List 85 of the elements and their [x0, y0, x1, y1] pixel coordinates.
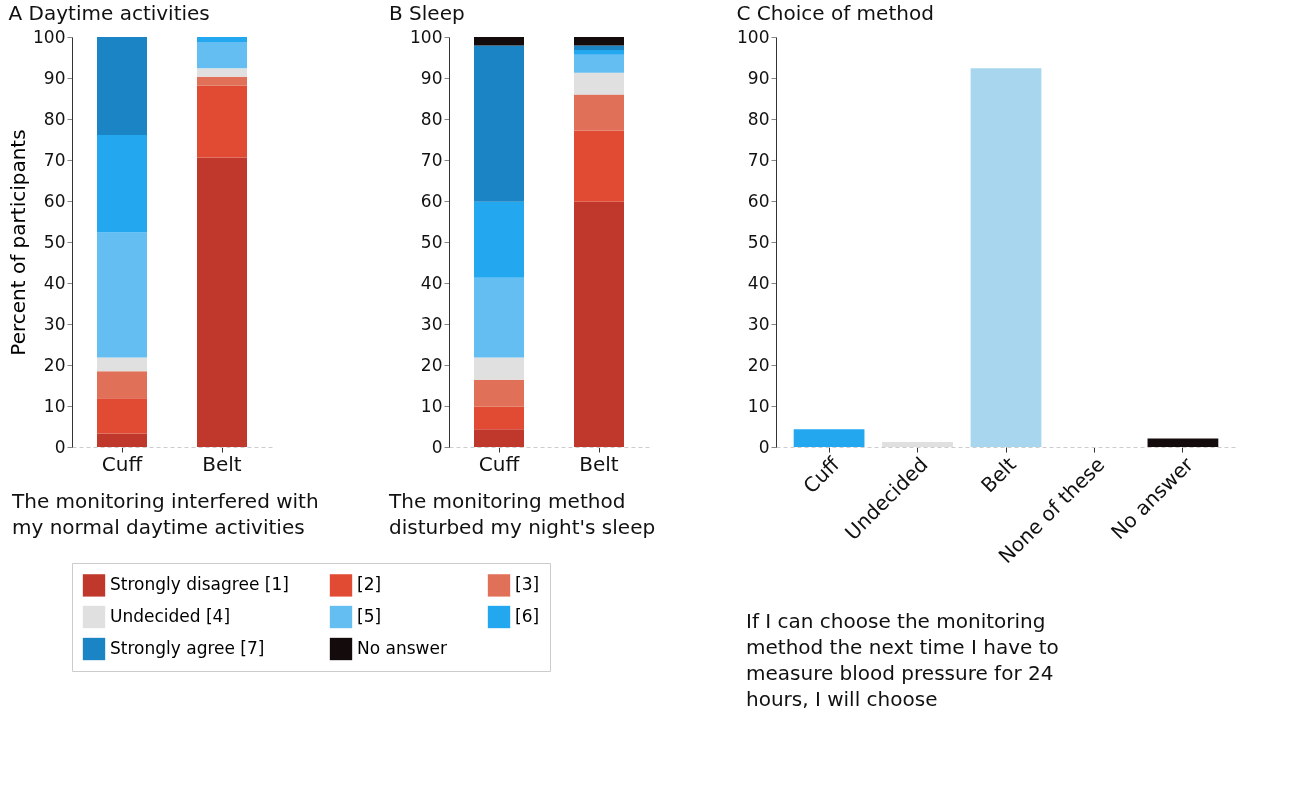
legend-label: Strongly disagree [1]: [110, 574, 289, 595]
text: If I can choose the monitoring method the next time I have to measure blood pressure for 24 hours, I will choose: [746, 609, 1059, 711]
bar: [574, 130, 624, 202]
bar: [197, 41, 247, 69]
y-tick-label: 50: [420, 231, 443, 252]
x-tick-label: Belt: [202, 451, 242, 476]
bar: [474, 429, 524, 447]
y-tick-label: 90: [420, 67, 443, 88]
x-tick-label: Cuff: [101, 451, 144, 476]
chart-title: C Choice of method: [736, 1, 934, 25]
bar: [97, 134, 147, 233]
y-tick-label: 20: [747, 354, 770, 375]
bar: [97, 371, 147, 399]
y-tick-label: 10: [747, 395, 770, 416]
bar: [97, 357, 147, 372]
x-tick-label: Cuff: [478, 451, 521, 476]
y-tick-label: 70: [43, 149, 66, 170]
y-tick-label: 100: [410, 26, 443, 47]
y-tick-label: 90: [747, 67, 770, 88]
bar: [197, 37, 247, 42]
bar: [574, 50, 624, 55]
y-tick-label: 20: [420, 354, 443, 375]
y-tick-label: 0: [758, 436, 770, 457]
y-tick-label: 10: [43, 395, 66, 416]
bar: [97, 232, 147, 358]
bar: [474, 379, 524, 407]
legend-label: [5]: [357, 606, 382, 626]
bar: [1147, 438, 1219, 447]
bar: [574, 201, 624, 447]
bar: [474, 45, 524, 202]
bar: [474, 357, 524, 380]
y-tick-label: 20: [43, 354, 66, 375]
text: The monitoring interfered with my normal daytime activities: [11, 489, 319, 539]
y-tick-label: 70: [420, 149, 443, 170]
bar: [197, 157, 247, 447]
y-tick-label: 100: [737, 26, 770, 47]
legend-label: [3]: [515, 574, 540, 595]
bar: [97, 433, 147, 447]
y-tick-label: 70: [747, 149, 770, 170]
y-tick-label: 80: [747, 108, 770, 129]
y-tick-label: 50: [43, 231, 66, 252]
y-tick-label: 60: [43, 190, 66, 211]
bar: [574, 54, 624, 73]
bar: [197, 85, 247, 158]
text: The monitoring method disturbed my night's sleep: [388, 489, 656, 539]
y-tick-label: 50: [747, 231, 770, 252]
bar: [970, 68, 1042, 447]
chart-title: B Sleep: [389, 1, 465, 25]
x-tick-label: Belt: [975, 452, 1021, 498]
bar: [474, 406, 524, 430]
y-tick-label: 10: [420, 395, 443, 416]
y-tick-label: 60: [747, 190, 770, 211]
legend-label: Undecided [4]: [110, 606, 231, 626]
y-tick-label: 30: [747, 313, 770, 334]
chart-title: A Daytime activities: [8, 1, 210, 25]
bar: [474, 277, 524, 358]
y-tick-label: 60: [420, 190, 443, 211]
legend-label: No answer: [357, 638, 447, 658]
bar: [197, 76, 247, 86]
bar: [197, 68, 247, 77]
y-tick-label: 30: [420, 313, 443, 334]
y-tick-label: 90: [43, 67, 66, 88]
y-tick-label: 0: [431, 436, 443, 457]
bar: [97, 37, 147, 135]
bar: [574, 72, 624, 95]
bar: [793, 429, 865, 447]
y-tick-label: 40: [43, 272, 66, 293]
y-tick-label: 80: [420, 108, 443, 129]
bar: [474, 37, 524, 46]
y-tick-label: 40: [420, 272, 443, 293]
bar: [574, 94, 624, 131]
bar: [574, 37, 624, 46]
y-tick-label: 30: [43, 313, 66, 334]
bar: [882, 442, 953, 447]
y-tick-label: 40: [747, 272, 770, 293]
y-tick-label: 0: [54, 436, 66, 457]
y-axis-title: Percent of participants: [6, 129, 31, 356]
y-tick-label: 100: [33, 26, 66, 47]
y-tick-label: 80: [43, 108, 66, 129]
bar: [97, 398, 147, 434]
legend-label: Strongly agree [7]: [110, 638, 265, 658]
legend-label: [6]: [515, 606, 540, 626]
legend-label: [2]: [357, 574, 382, 595]
bar: [474, 201, 524, 278]
x-tick-label: Belt: [579, 451, 619, 476]
